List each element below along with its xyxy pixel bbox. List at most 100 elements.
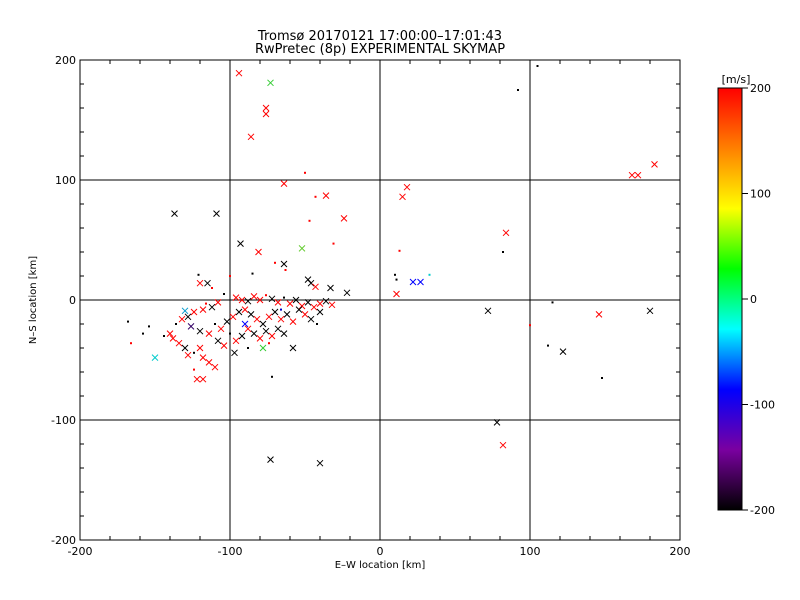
y-tick-label: 0 bbox=[69, 294, 76, 307]
data-point-dot bbox=[271, 375, 273, 378]
data-point-dot bbox=[394, 273, 396, 276]
data-point-x bbox=[283, 311, 291, 318]
data-point-x bbox=[634, 171, 642, 179]
colorbar-tick-label: -200 bbox=[750, 504, 775, 517]
x-axis-label: E–W location [km] bbox=[335, 560, 426, 571]
data-point-x bbox=[493, 419, 501, 426]
data-point-dot bbox=[193, 351, 195, 354]
data-point-x bbox=[199, 354, 207, 361]
data-point-x bbox=[181, 307, 189, 315]
data-point-dot bbox=[284, 269, 287, 271]
data-point-dot bbox=[205, 302, 207, 305]
data-point-x bbox=[214, 299, 222, 306]
data-point-x bbox=[310, 303, 318, 311]
colorbar-ticks: -200 -100 0 100 200 bbox=[742, 82, 775, 517]
data-point-x bbox=[175, 339, 183, 347]
colorbar-label: [m/s] bbox=[722, 73, 751, 86]
data-point-dot bbox=[529, 324, 531, 327]
data-point-dot bbox=[314, 195, 317, 198]
data-point-x bbox=[256, 296, 264, 304]
data-point-dot bbox=[517, 89, 519, 91]
data-point-dot bbox=[395, 278, 398, 281]
data-point-x bbox=[229, 313, 237, 321]
x-tick-label: -200 bbox=[68, 545, 93, 558]
data-point-x bbox=[274, 299, 282, 306]
data-point-x bbox=[274, 325, 282, 333]
data-point-x bbox=[204, 279, 211, 287]
data-point-dot bbox=[251, 272, 254, 275]
data-point-dot bbox=[127, 320, 129, 323]
data-point-x bbox=[628, 171, 636, 179]
data-point-x bbox=[205, 359, 213, 366]
y-tick-label: 100 bbox=[55, 174, 76, 187]
data-point-dot bbox=[601, 377, 603, 379]
chart-subtitle: RwPretec (8p) EXPERIMENTAL SKYMAP bbox=[255, 42, 505, 57]
data-point-x bbox=[196, 279, 204, 287]
data-point-x bbox=[327, 284, 334, 292]
data-point-dot bbox=[274, 261, 276, 264]
data-point-x bbox=[231, 349, 238, 357]
data-point-x bbox=[244, 325, 252, 333]
data-point-x bbox=[289, 344, 297, 352]
data-point-dot bbox=[163, 335, 165, 337]
data-point-x bbox=[217, 325, 225, 333]
data-point-x bbox=[259, 344, 267, 352]
data-point-x bbox=[196, 327, 204, 335]
data-point-x bbox=[241, 320, 249, 328]
data-point-x bbox=[322, 192, 330, 199]
data-point-dot bbox=[193, 368, 195, 371]
data-point-dot bbox=[130, 342, 132, 345]
colorbar-tick-label: 200 bbox=[750, 82, 771, 95]
data-point-x bbox=[223, 318, 231, 325]
data-point-x bbox=[307, 279, 315, 287]
data-point-x bbox=[181, 344, 189, 352]
data-point-x bbox=[250, 293, 258, 300]
data-point-dot bbox=[428, 273, 431, 276]
data-point-x bbox=[255, 248, 262, 256]
data-point-dot bbox=[223, 293, 225, 295]
data-point-x bbox=[307, 315, 315, 323]
data-point-x bbox=[286, 300, 294, 307]
data-point-x bbox=[187, 323, 195, 330]
data-point-dot bbox=[265, 294, 267, 297]
data-point-x bbox=[271, 308, 279, 316]
data-point-x bbox=[267, 79, 274, 87]
data-point-x bbox=[417, 278, 424, 286]
data-point-x bbox=[328, 301, 336, 309]
data-point-x bbox=[484, 307, 492, 315]
data-point-x bbox=[244, 297, 252, 305]
data-point-x bbox=[259, 320, 267, 328]
chart-title: Tromsø 20170121 17:00:00–17:01:43 bbox=[257, 29, 502, 44]
data-point-x bbox=[312, 283, 319, 291]
data-point-x bbox=[262, 327, 270, 335]
data-point-x bbox=[280, 330, 288, 337]
data-point-x bbox=[298, 245, 306, 252]
data-point-x bbox=[193, 375, 201, 383]
data-point-x bbox=[250, 330, 258, 337]
data-point-x bbox=[166, 330, 174, 337]
data-point-x bbox=[214, 337, 222, 345]
data-point-dot bbox=[502, 251, 504, 253]
data-point-dot bbox=[175, 323, 177, 325]
data-point-dot bbox=[229, 332, 231, 335]
y-tick-label: 200 bbox=[55, 54, 76, 67]
data-point-dot bbox=[308, 219, 311, 222]
data-point-x bbox=[235, 69, 243, 77]
colorbar-tick-label: -100 bbox=[750, 399, 775, 412]
data-point-x bbox=[237, 240, 244, 247]
data-point-x bbox=[322, 297, 330, 305]
data-point-x bbox=[262, 110, 270, 118]
data-point-dot bbox=[247, 347, 249, 349]
data-point-x bbox=[559, 348, 567, 355]
data-point-dot bbox=[536, 65, 539, 67]
data-point-x bbox=[499, 441, 507, 449]
data-point-x bbox=[265, 313, 273, 321]
data-point-x bbox=[268, 295, 276, 303]
data-point-x bbox=[316, 459, 324, 467]
data-point-dot bbox=[316, 323, 318, 325]
data-point-x bbox=[277, 315, 285, 323]
data-point-dot bbox=[332, 242, 335, 245]
data-point-dot bbox=[214, 323, 216, 325]
data-point-x bbox=[232, 294, 240, 301]
